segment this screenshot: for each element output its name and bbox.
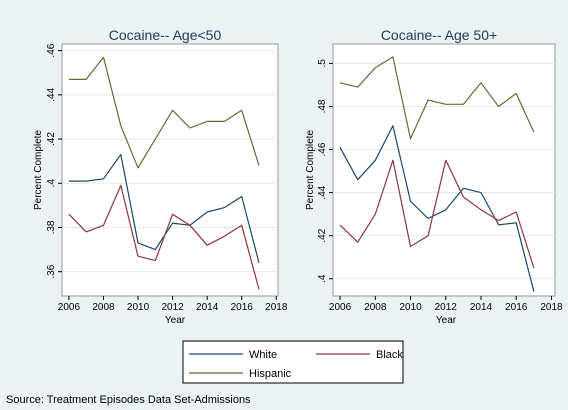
legend-box bbox=[182, 340, 404, 384]
series-line-black bbox=[68, 184, 260, 290]
panel1-series bbox=[68, 56, 260, 290]
series-line-black bbox=[339, 159, 535, 269]
x-tick-label: 2014 bbox=[470, 302, 493, 313]
x-tick-label: 2018 bbox=[540, 302, 563, 313]
panel1-ticks: .36 .38 .4 .42 .44 .46 2006 2008 2010 2012 2014 201… bbox=[46, 43, 288, 313]
panel-age-under-50: Cocaine-- Age<50 .36 .38 .4 .42 .44 .46 2006 20… bbox=[33, 27, 288, 326]
panel2-series bbox=[339, 56, 535, 292]
y-tick-label: .42 bbox=[46, 132, 57, 146]
x-tick-label: 2010 bbox=[399, 302, 422, 313]
panel2-title: Cocaine-- Age 50+ bbox=[381, 27, 497, 43]
legend-label-black: Black bbox=[376, 349, 403, 361]
panel2-xlabel: Year bbox=[436, 315, 457, 326]
panel2-gridlines bbox=[333, 62, 555, 280]
legend-label-white: White bbox=[249, 349, 277, 361]
source-note: Source: Treatment Episodes Data Set-Admi… bbox=[6, 394, 251, 406]
x-tick-label: 2008 bbox=[364, 302, 387, 313]
x-tick-label: 2016 bbox=[231, 302, 254, 313]
panel-age-50-plus: Cocaine-- Age 50+ .4 .42 .44 .46 .48 .5 2006 20… bbox=[305, 27, 563, 326]
legend-label-hispanic: Hispanic bbox=[249, 368, 292, 380]
x-tick-label: 2006 bbox=[329, 302, 352, 313]
y-tick-label: .44 bbox=[317, 185, 328, 199]
y-tick-label: .46 bbox=[317, 142, 328, 156]
panel1-xlabel: Year bbox=[165, 315, 186, 326]
x-tick-label: 2018 bbox=[265, 302, 288, 313]
series-line-white bbox=[339, 125, 535, 292]
y-tick-label: .36 bbox=[46, 264, 57, 278]
series-line-hispanic bbox=[68, 56, 260, 169]
y-tick-label: .48 bbox=[317, 99, 328, 113]
x-tick-label: 2006 bbox=[58, 302, 81, 313]
legend: White Black Hispanic bbox=[182, 340, 404, 384]
y-tick-label: .44 bbox=[46, 87, 57, 101]
panel1-ylabel: Percent Complete bbox=[33, 130, 44, 210]
y-tick-label: .42 bbox=[317, 228, 328, 242]
panel2-ylabel: Percent Complete bbox=[305, 130, 316, 210]
y-tick-label: .4 bbox=[46, 179, 57, 188]
x-tick-label: 2014 bbox=[196, 302, 219, 313]
y-tick-label: .38 bbox=[46, 220, 57, 234]
panel1-title: Cocaine-- Age<50 bbox=[109, 27, 222, 43]
x-tick-label: 2012 bbox=[161, 302, 184, 313]
panel2-ticks: .4 .42 .44 .46 .48 .5 2006 2008 2010 2012 2014 2016… bbox=[317, 59, 563, 313]
series-line-hispanic bbox=[339, 56, 535, 140]
panel1-plot-area bbox=[61, 43, 279, 297]
x-tick-label: 2010 bbox=[127, 302, 150, 313]
x-tick-label: 2016 bbox=[505, 302, 528, 313]
y-tick-label: .5 bbox=[317, 59, 328, 68]
x-tick-label: 2008 bbox=[92, 302, 115, 313]
y-tick-label: .46 bbox=[46, 43, 57, 57]
y-tick-label: .4 bbox=[317, 274, 328, 283]
x-tick-label: 2012 bbox=[435, 302, 458, 313]
